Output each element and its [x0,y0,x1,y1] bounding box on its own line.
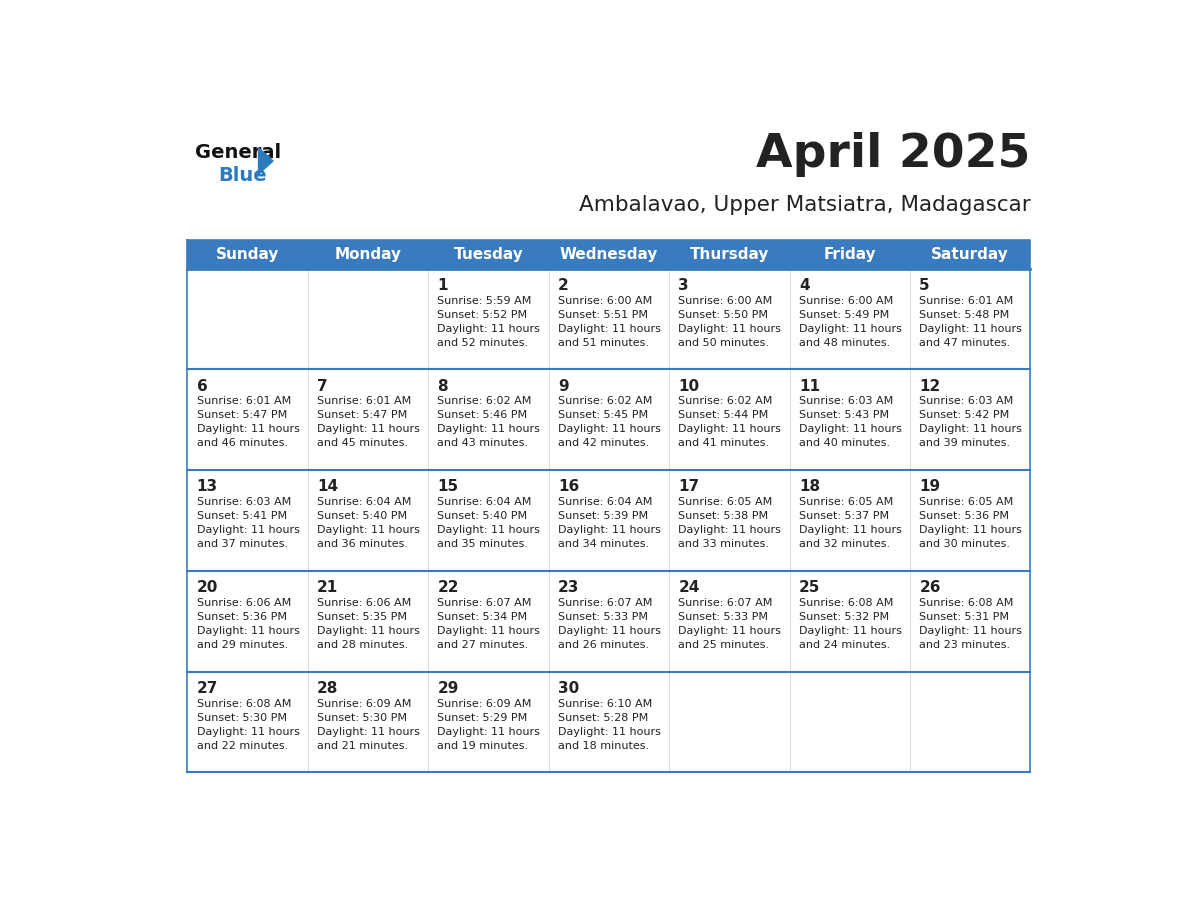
Text: Thursday: Thursday [689,247,769,262]
Text: Monday: Monday [335,247,402,262]
Text: 30: 30 [558,681,580,696]
Text: 7: 7 [317,379,328,394]
Bar [188,269,1030,772]
Text: Sunrise: 6:01 AM
Sunset: 5:48 PM
Daylight: 11 hours
and 47 minutes.: Sunrise: 6:01 AM Sunset: 5:48 PM Dayligh… [920,296,1022,348]
Text: Sunrise: 6:07 AM
Sunset: 5:33 PM
Daylight: 11 hours
and 25 minutes.: Sunrise: 6:07 AM Sunset: 5:33 PM Dayligh… [678,598,782,650]
Text: Sunrise: 6:04 AM
Sunset: 5:40 PM
Daylight: 11 hours
and 36 minutes.: Sunrise: 6:04 AM Sunset: 5:40 PM Dayligh… [317,498,419,549]
Text: Sunrise: 6:00 AM
Sunset: 5:50 PM
Daylight: 11 hours
and 50 minutes.: Sunrise: 6:00 AM Sunset: 5:50 PM Dayligh… [678,296,782,348]
Text: Sunrise: 6:05 AM
Sunset: 5:36 PM
Daylight: 11 hours
and 30 minutes.: Sunrise: 6:05 AM Sunset: 5:36 PM Dayligh… [920,498,1022,549]
Text: 24: 24 [678,580,700,595]
Text: Sunrise: 6:09 AM
Sunset: 5:30 PM
Daylight: 11 hours
and 21 minutes.: Sunrise: 6:09 AM Sunset: 5:30 PM Dayligh… [317,699,419,751]
Text: Sunrise: 6:06 AM
Sunset: 5:36 PM
Daylight: 11 hours
and 29 minutes.: Sunrise: 6:06 AM Sunset: 5:36 PM Dayligh… [196,598,299,650]
Text: 15: 15 [437,479,459,495]
Text: Sunrise: 6:07 AM
Sunset: 5:33 PM
Daylight: 11 hours
and 26 minutes.: Sunrise: 6:07 AM Sunset: 5:33 PM Dayligh… [558,598,661,650]
Text: Sunrise: 6:03 AM
Sunset: 5:41 PM
Daylight: 11 hours
and 37 minutes.: Sunrise: 6:03 AM Sunset: 5:41 PM Dayligh… [196,498,299,549]
Text: 26: 26 [920,580,941,595]
Text: Sunrise: 6:05 AM
Sunset: 5:38 PM
Daylight: 11 hours
and 33 minutes.: Sunrise: 6:05 AM Sunset: 5:38 PM Dayligh… [678,498,782,549]
Text: Sunrise: 6:00 AM
Sunset: 5:49 PM
Daylight: 11 hours
and 48 minutes.: Sunrise: 6:00 AM Sunset: 5:49 PM Dayligh… [798,296,902,348]
Text: Sunrise: 6:03 AM
Sunset: 5:42 PM
Daylight: 11 hours
and 39 minutes.: Sunrise: 6:03 AM Sunset: 5:42 PM Dayligh… [920,397,1022,449]
Text: 22: 22 [437,580,459,595]
Text: 6: 6 [196,379,207,394]
Text: 8: 8 [437,379,448,394]
Polygon shape [259,148,273,174]
Text: Sunrise: 6:06 AM
Sunset: 5:35 PM
Daylight: 11 hours
and 28 minutes.: Sunrise: 6:06 AM Sunset: 5:35 PM Dayligh… [317,598,419,650]
Text: 21: 21 [317,580,339,595]
Text: Sunrise: 6:08 AM
Sunset: 5:32 PM
Daylight: 11 hours
and 24 minutes.: Sunrise: 6:08 AM Sunset: 5:32 PM Dayligh… [798,598,902,650]
Text: 14: 14 [317,479,339,495]
Text: 12: 12 [920,379,941,394]
Text: Sunrise: 5:59 AM
Sunset: 5:52 PM
Daylight: 11 hours
and 52 minutes.: Sunrise: 5:59 AM Sunset: 5:52 PM Dayligh… [437,296,541,348]
Text: 3: 3 [678,278,689,293]
Text: General: General [195,143,282,162]
Text: Sunrise: 6:05 AM
Sunset: 5:37 PM
Daylight: 11 hours
and 32 minutes.: Sunrise: 6:05 AM Sunset: 5:37 PM Dayligh… [798,498,902,549]
Text: April 2025: April 2025 [756,131,1030,177]
Text: 17: 17 [678,479,700,495]
Text: Sunrise: 6:02 AM
Sunset: 5:46 PM
Daylight: 11 hours
and 43 minutes.: Sunrise: 6:02 AM Sunset: 5:46 PM Dayligh… [437,397,541,449]
Text: Sunrise: 6:08 AM
Sunset: 5:31 PM
Daylight: 11 hours
and 23 minutes.: Sunrise: 6:08 AM Sunset: 5:31 PM Dayligh… [920,598,1022,650]
Text: 1: 1 [437,278,448,293]
Text: 11: 11 [798,379,820,394]
Text: Sunrise: 6:00 AM
Sunset: 5:51 PM
Daylight: 11 hours
and 51 minutes.: Sunrise: 6:00 AM Sunset: 5:51 PM Dayligh… [558,296,661,348]
Text: Sunrise: 6:07 AM
Sunset: 5:34 PM
Daylight: 11 hours
and 27 minutes.: Sunrise: 6:07 AM Sunset: 5:34 PM Dayligh… [437,598,541,650]
Text: 28: 28 [317,681,339,696]
Text: 10: 10 [678,379,700,394]
Text: Sunrise: 6:01 AM
Sunset: 5:47 PM
Daylight: 11 hours
and 45 minutes.: Sunrise: 6:01 AM Sunset: 5:47 PM Dayligh… [317,397,419,449]
Text: 2: 2 [558,278,569,293]
Text: 5: 5 [920,278,930,293]
Text: Ambalavao, Upper Matsiatra, Madagascar: Ambalavao, Upper Matsiatra, Madagascar [579,195,1030,215]
Text: Sunrise: 6:03 AM
Sunset: 5:43 PM
Daylight: 11 hours
and 40 minutes.: Sunrise: 6:03 AM Sunset: 5:43 PM Dayligh… [798,397,902,449]
Text: 4: 4 [798,278,809,293]
Text: Sunrise: 6:09 AM
Sunset: 5:29 PM
Daylight: 11 hours
and 19 minutes.: Sunrise: 6:09 AM Sunset: 5:29 PM Dayligh… [437,699,541,751]
Text: Sunrise: 6:04 AM
Sunset: 5:39 PM
Daylight: 11 hours
and 34 minutes.: Sunrise: 6:04 AM Sunset: 5:39 PM Dayligh… [558,498,661,549]
Text: Blue: Blue [219,166,267,185]
Text: Sunrise: 6:02 AM
Sunset: 5:45 PM
Daylight: 11 hours
and 42 minutes.: Sunrise: 6:02 AM Sunset: 5:45 PM Dayligh… [558,397,661,449]
Text: 16: 16 [558,479,580,495]
Text: 9: 9 [558,379,569,394]
Text: Sunrise: 6:01 AM
Sunset: 5:47 PM
Daylight: 11 hours
and 46 minutes.: Sunrise: 6:01 AM Sunset: 5:47 PM Dayligh… [196,397,299,449]
Text: Sunday: Sunday [216,247,279,262]
Bar [188,240,1030,269]
Text: Wednesday: Wednesday [560,247,658,262]
Text: Friday: Friday [823,247,876,262]
Text: Sunrise: 6:02 AM
Sunset: 5:44 PM
Daylight: 11 hours
and 41 minutes.: Sunrise: 6:02 AM Sunset: 5:44 PM Dayligh… [678,397,782,449]
Text: Sunrise: 6:10 AM
Sunset: 5:28 PM
Daylight: 11 hours
and 18 minutes.: Sunrise: 6:10 AM Sunset: 5:28 PM Dayligh… [558,699,661,751]
Text: Sunrise: 6:08 AM
Sunset: 5:30 PM
Daylight: 11 hours
and 22 minutes.: Sunrise: 6:08 AM Sunset: 5:30 PM Dayligh… [196,699,299,751]
Text: 18: 18 [798,479,820,495]
Text: Saturday: Saturday [931,247,1009,262]
Text: 19: 19 [920,479,941,495]
Text: Tuesday: Tuesday [454,247,523,262]
Text: 23: 23 [558,580,580,595]
Text: 13: 13 [196,479,217,495]
Text: 29: 29 [437,681,459,696]
Text: 27: 27 [196,681,217,696]
Text: 25: 25 [798,580,820,595]
Text: Sunrise: 6:04 AM
Sunset: 5:40 PM
Daylight: 11 hours
and 35 minutes.: Sunrise: 6:04 AM Sunset: 5:40 PM Dayligh… [437,498,541,549]
Text: 20: 20 [196,580,217,595]
